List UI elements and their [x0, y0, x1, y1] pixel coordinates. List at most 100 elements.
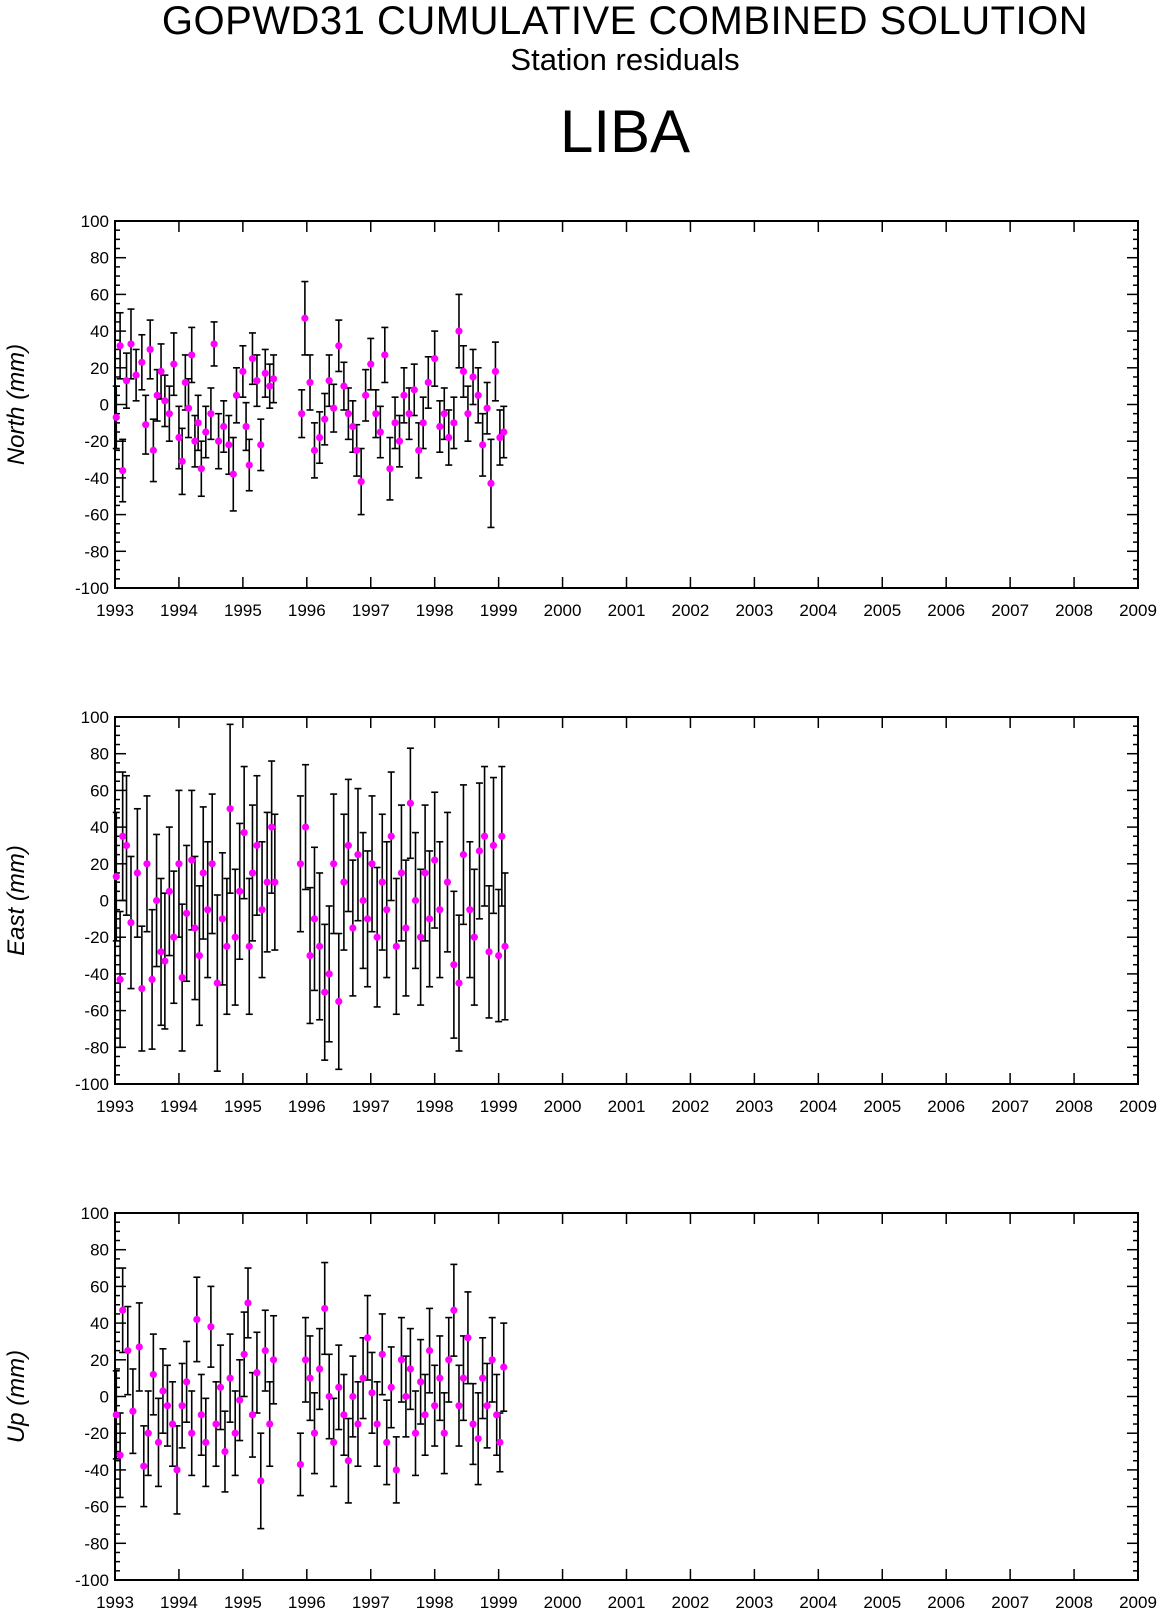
data-point	[357, 477, 365, 486]
data-point	[178, 973, 186, 982]
data-point	[330, 1438, 338, 1446]
data-point	[306, 951, 314, 960]
data-point	[421, 869, 429, 877]
data-point	[378, 878, 386, 886]
data-point	[406, 1365, 414, 1373]
data-point	[208, 860, 216, 868]
data-point	[392, 1466, 400, 1474]
data-point	[500, 1363, 508, 1371]
data-point	[344, 410, 352, 418]
data-point	[112, 873, 120, 881]
x-tick-label: 2009	[1119, 1593, 1157, 1612]
data-point	[495, 951, 503, 960]
x-tick-label: 2001	[608, 1593, 646, 1612]
data-point	[301, 314, 309, 322]
x-tick-label: 2001	[608, 1097, 646, 1116]
x-tick-label: 1996	[288, 1097, 326, 1116]
data-point	[157, 948, 165, 956]
data-point	[335, 997, 343, 1006]
data-point	[306, 1374, 314, 1382]
y-tick-label: 100	[81, 212, 109, 231]
data-point	[310, 446, 319, 454]
data-point	[397, 869, 406, 877]
data-point	[450, 961, 458, 969]
data-point	[450, 419, 458, 427]
data-point	[191, 924, 199, 932]
data-point	[197, 465, 205, 473]
x-tick-label: 1993	[96, 1593, 134, 1612]
data-point	[445, 433, 453, 442]
data-point	[175, 433, 183, 442]
data-point	[431, 856, 439, 864]
data-point	[236, 1396, 244, 1404]
data-point	[170, 360, 178, 368]
data-point	[266, 1420, 274, 1428]
data-point	[261, 369, 269, 377]
data-point	[271, 878, 279, 886]
y-tick-label: 40	[90, 818, 109, 837]
x-tick-label: 1997	[352, 601, 390, 620]
y-tick-label: -40	[84, 965, 109, 984]
data-point	[119, 832, 127, 840]
data-point	[493, 1411, 501, 1419]
data-point	[372, 410, 380, 418]
plot-frame	[114, 716, 1139, 1085]
data-point	[445, 1356, 453, 1364]
x-tick-label: 2005	[863, 1097, 901, 1116]
data-point	[248, 869, 257, 877]
data-point	[191, 437, 199, 445]
data-point	[321, 1304, 329, 1313]
y-tick-label: 100	[81, 708, 109, 727]
data-point	[229, 470, 237, 478]
data-point	[138, 984, 146, 993]
data-point	[316, 942, 324, 950]
data-point	[362, 391, 370, 399]
data-point	[483, 404, 491, 412]
data-point	[440, 410, 448, 418]
y-tick-label: 0	[100, 1388, 109, 1407]
data-point	[485, 948, 493, 956]
x-tick-label: 2008	[1055, 1593, 1093, 1612]
data-point	[175, 860, 183, 868]
chart-title: GOPWD31 CUMULATIVE COMBINED SOLUTION	[161, 0, 1089, 43]
x-tick-label: 2006	[927, 1593, 965, 1612]
y-tick-label: 40	[90, 1314, 109, 1333]
data-point	[469, 1420, 477, 1428]
x-tick-label: 1995	[224, 1097, 262, 1116]
x-tick-label: 2004	[799, 1097, 837, 1116]
x-tick-label: 2005	[863, 1593, 901, 1612]
data-point	[367, 360, 375, 368]
data-point	[405, 410, 413, 418]
data-point	[340, 1411, 348, 1419]
data-point	[383, 1438, 391, 1446]
data-point	[127, 340, 135, 348]
x-tick-label: 2000	[544, 601, 582, 620]
data-point	[207, 1323, 215, 1331]
data-point	[257, 441, 265, 449]
y-tick-label: -100	[75, 579, 109, 598]
data-point	[340, 878, 348, 886]
data-point	[157, 367, 165, 376]
x-tick-label: 2005	[863, 601, 901, 620]
station-name: LIBA	[559, 98, 691, 165]
data-point	[400, 391, 408, 399]
y-tick-label: 60	[90, 285, 109, 304]
data-point	[207, 410, 215, 418]
data-point	[163, 1402, 172, 1410]
data-point	[459, 367, 468, 376]
data-point	[496, 433, 504, 442]
data-point	[296, 860, 305, 868]
x-tick-label: 1994	[160, 1097, 198, 1116]
data-point	[411, 896, 420, 905]
data-point	[349, 422, 357, 431]
x-tick-label: 2003	[735, 1593, 773, 1612]
data-point	[489, 841, 498, 850]
data-point	[296, 1460, 305, 1468]
data-point	[184, 404, 193, 412]
data-point	[425, 915, 434, 923]
data-point	[387, 1383, 395, 1391]
data-point	[310, 1429, 319, 1437]
data-point	[153, 391, 161, 399]
data-point	[455, 1402, 463, 1410]
data-point	[419, 419, 427, 427]
